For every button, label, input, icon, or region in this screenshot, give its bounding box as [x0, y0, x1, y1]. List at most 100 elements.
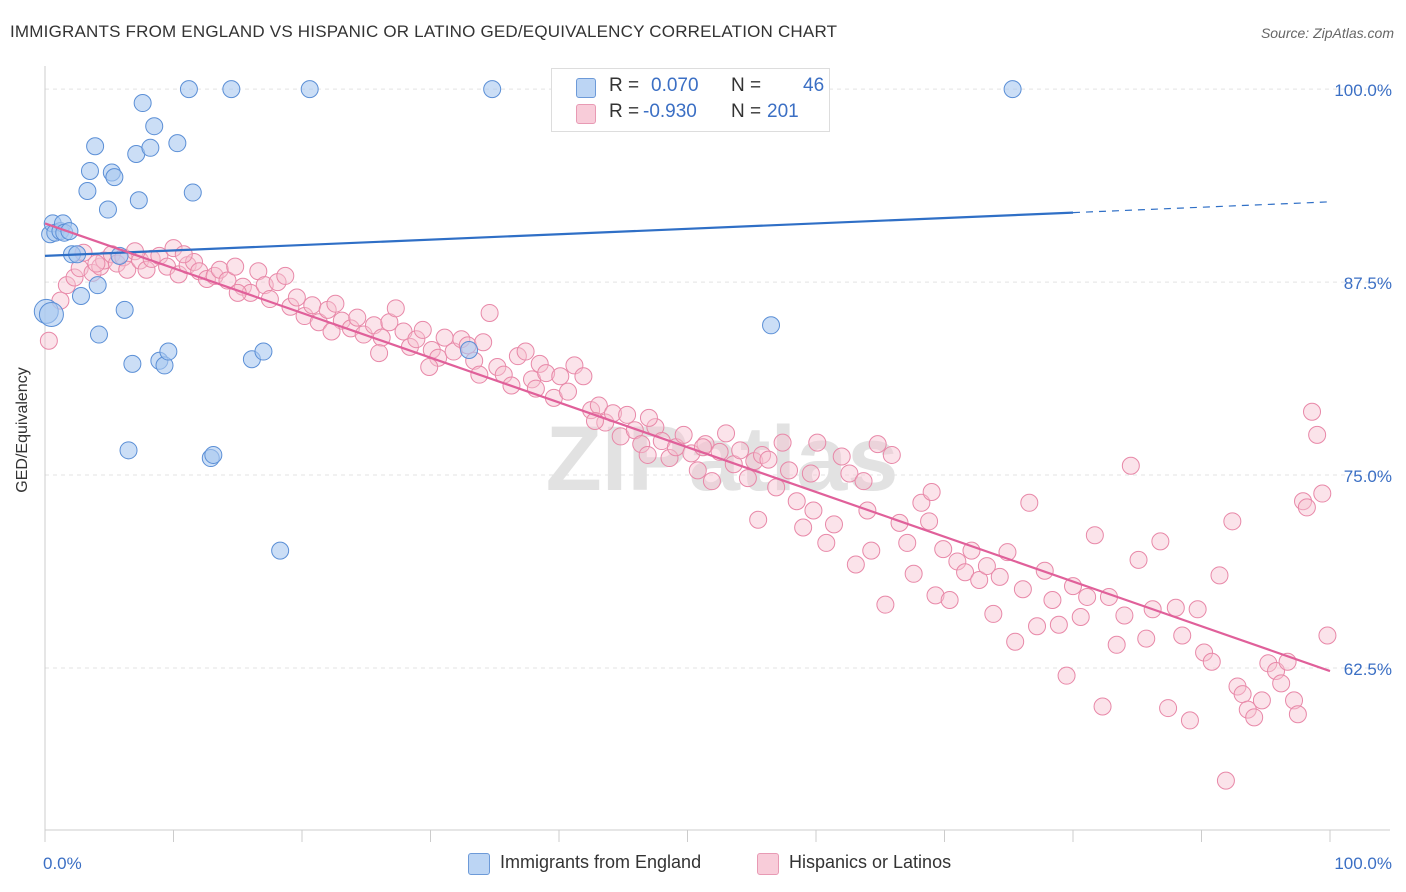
stats-legend: R = 0.070 N = 46 R = -0.930 N = 201 — [551, 68, 830, 132]
hispanics-point — [407, 330, 426, 349]
hispanics-point — [185, 253, 204, 272]
england-point — [1003, 80, 1022, 99]
hispanics-point — [1121, 456, 1140, 475]
hispanics-point — [488, 357, 507, 376]
england-point — [89, 325, 108, 344]
hispanics-point — [1020, 493, 1039, 512]
england-point — [183, 183, 202, 202]
hispanics-point — [474, 333, 493, 352]
england-point — [129, 191, 148, 210]
hispanics-point — [1202, 652, 1221, 671]
hispanics-point — [169, 265, 188, 284]
hispanics-point — [1180, 711, 1199, 730]
hispanics-point — [551, 367, 570, 386]
x-tick-label: 100.0% — [1334, 854, 1392, 873]
england-point — [88, 276, 107, 295]
hispanics-point — [1151, 532, 1170, 551]
bottom-legend-label-england: Immigrants from England — [500, 852, 702, 872]
hispanics-point — [1107, 635, 1126, 654]
chart-source: Source: ZipAtlas.com — [1260, 25, 1394, 41]
y-axis-title: GED/Equivalency — [14, 367, 31, 493]
hispanics-point — [817, 533, 836, 552]
england-point — [179, 80, 198, 99]
hispanics-point — [832, 447, 851, 466]
y-tick-label: 75.0% — [1344, 467, 1392, 486]
england-point — [204, 445, 223, 464]
hispanics-point — [759, 450, 778, 469]
hispanics-point — [1223, 512, 1242, 531]
x-tick-label: 0.0% — [43, 854, 82, 873]
hispanics-point — [1057, 666, 1076, 685]
hispanics-point — [1188, 600, 1207, 619]
bottom-legend-swatch-hispanics — [757, 853, 779, 875]
hispanics-point — [804, 501, 823, 520]
legend-r-label: R = — [609, 75, 640, 96]
england-point — [254, 342, 273, 361]
england-point — [168, 134, 187, 153]
hispanics-point — [904, 564, 923, 583]
hispanics-point — [824, 515, 843, 534]
england-point — [460, 340, 479, 359]
hispanics-point — [1013, 580, 1032, 599]
hispanics-point — [862, 541, 881, 560]
hispanics-point — [808, 433, 827, 452]
y-tick-label: 100.0% — [1334, 81, 1392, 100]
hispanics-points — [39, 239, 1337, 790]
hispanics-point — [977, 557, 996, 576]
hispanics-point — [956, 563, 975, 582]
england-point — [115, 300, 134, 319]
hispanics-point — [1308, 425, 1327, 444]
hispanics-point — [287, 288, 306, 307]
england-point — [78, 182, 97, 201]
hispanics-point — [702, 472, 721, 491]
hispanics-point — [970, 570, 989, 589]
hispanics-point — [920, 512, 939, 531]
hispanics-point — [882, 445, 901, 464]
hispanics-point — [854, 472, 873, 491]
legend-n-label: N = — [731, 101, 762, 122]
hispanics-point — [1159, 699, 1178, 718]
legend-n-label: N = — [731, 75, 762, 96]
hispanics-point — [1043, 591, 1062, 610]
england-point — [762, 316, 781, 335]
legend-swatch-hispanics — [576, 104, 596, 124]
hispanics-point — [1285, 691, 1304, 710]
trend-lines — [44, 201, 1331, 673]
hispanics-point — [767, 478, 786, 497]
hispanics-point — [87, 254, 106, 273]
hispanics-point — [1028, 617, 1047, 636]
hispanics-point — [1318, 626, 1337, 645]
hispanics-point — [1272, 674, 1291, 693]
hispanics-point — [1078, 587, 1097, 606]
hispanics-point — [632, 435, 651, 454]
hispanics-point — [1085, 526, 1104, 545]
hispanics-point — [326, 294, 345, 313]
hispanics-point — [990, 567, 1009, 586]
hispanics-point — [840, 464, 859, 483]
hispanics-point — [174, 245, 193, 264]
hispanics-point — [639, 408, 658, 427]
england-point — [71, 286, 90, 305]
hispanics-point — [1259, 654, 1278, 673]
hispanics-point — [558, 382, 577, 401]
hispanics-point — [731, 441, 750, 460]
hispanics-point — [137, 260, 156, 279]
gridlines — [45, 88, 1390, 669]
bottom-legend-swatch-england — [468, 853, 490, 875]
hispanics-point — [1238, 700, 1257, 719]
hispanics-point — [413, 320, 432, 339]
hispanics-point — [801, 464, 820, 483]
hispanics-point — [39, 331, 58, 350]
hispanics-point — [780, 461, 799, 480]
axes — [44, 66, 1390, 842]
hispanics-point — [934, 540, 953, 559]
england-point — [38, 301, 64, 327]
hispanics-point — [738, 469, 757, 488]
legend-r-value: 0.070 — [651, 75, 699, 96]
hispanics-point — [1173, 626, 1192, 645]
hispanics-point — [1233, 685, 1252, 704]
hispanics-point — [1071, 608, 1090, 627]
hispanics-point — [926, 586, 945, 605]
england-point — [98, 200, 117, 219]
hispanics-point — [1129, 550, 1148, 569]
